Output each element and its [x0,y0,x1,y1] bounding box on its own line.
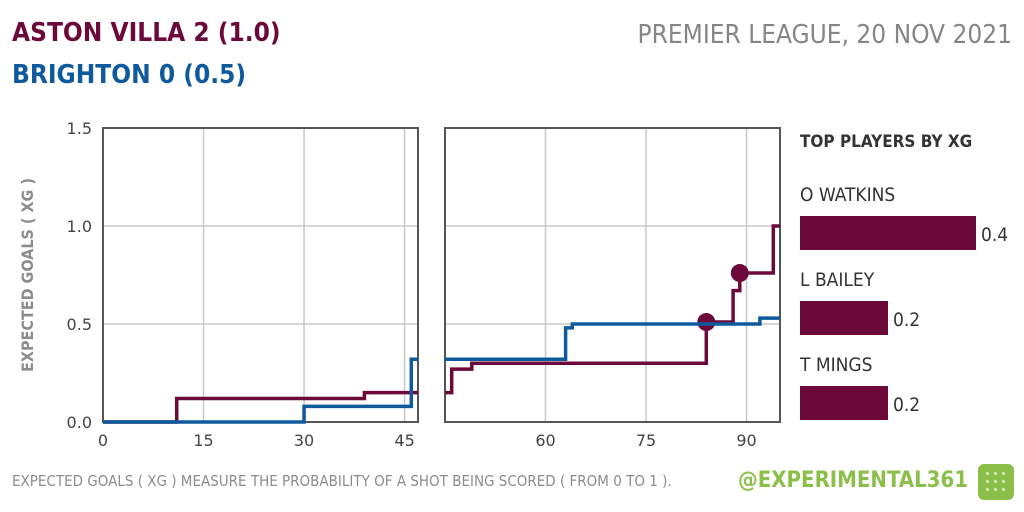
goal-marker [730,264,749,283]
xg-line-brighton [445,316,780,362]
player-xg-value: 0.2 [893,394,921,416]
x-tick-label: 90 [736,431,756,450]
player-xg-value: 0.4 [981,224,1009,246]
player-xg-value: 0.2 [893,309,921,331]
player-name: L BAILEY [800,269,875,291]
y-tick-label: 0.0 [67,413,92,432]
x-tick-label: 45 [394,431,414,450]
away-team-score: BRIGHTON 0 (0.5) [12,60,247,90]
home-team-score: ASTON VILLA 2 (1.0) [12,18,281,48]
second-half-frame [444,127,781,423]
y-axis-label: EXPECTED GOALS ( XG ) [18,178,37,372]
player-name: T MINGS [800,354,873,376]
y-tick-label: 0.5 [67,315,92,334]
xg-line-aston-villa [445,224,780,395]
top-players-title: TOP PLAYERS BY XG [800,132,973,152]
footnote: EXPECTED GOALS ( XG ) MEASURE THE PROBAB… [12,472,672,490]
y-tick-label: 1.0 [67,217,92,236]
pitch-logo-icon [978,464,1014,500]
x-tick-label: 60 [535,431,555,450]
twitter-handle[interactable]: @EXPERIMENTAL361 [737,468,968,493]
xg-line-brighton [103,357,418,424]
player-xg-bar [800,301,888,335]
x-tick-label: 30 [294,431,314,450]
player-xg-bar [800,386,888,420]
first-half-frame [102,127,419,423]
goal-marker [697,313,716,332]
player-name: O WATKINS [800,184,896,206]
x-tick-label: 75 [636,431,656,450]
player-xg-bar [800,216,976,250]
y-tick-label: 1.5 [67,119,92,138]
x-tick-label: 0 [98,431,108,450]
competition-date: PREMIER LEAGUE, 20 NOV 2021 [637,20,1012,50]
x-tick-label: 15 [193,431,213,450]
